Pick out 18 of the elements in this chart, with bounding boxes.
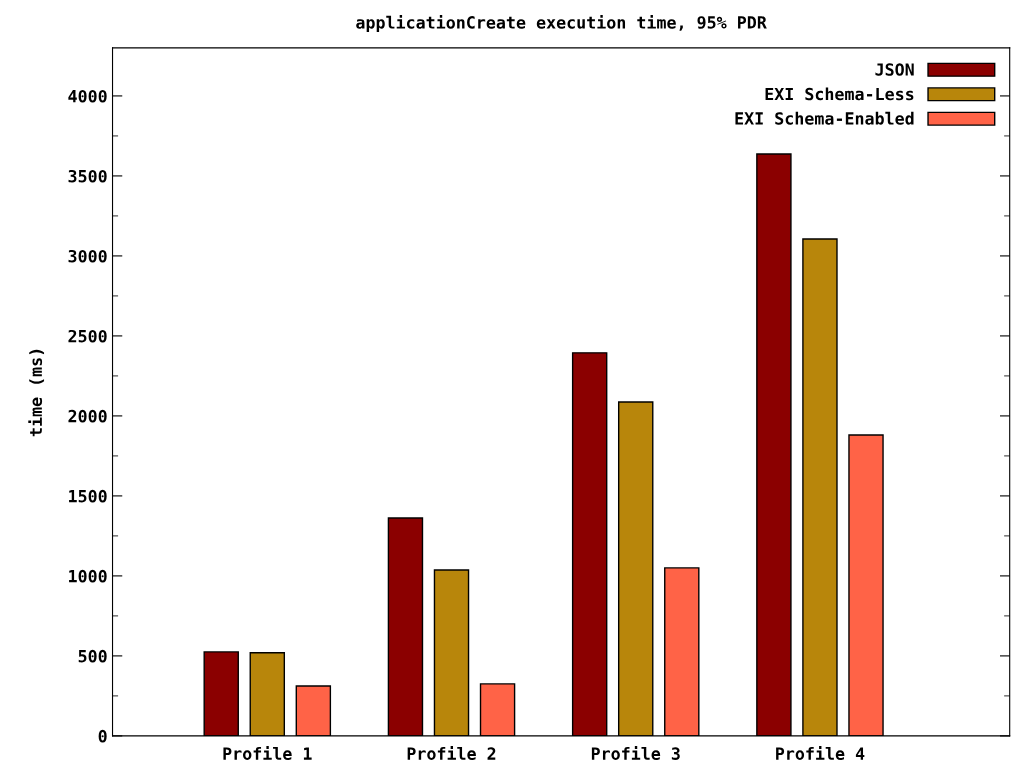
legend-label: EXI Schema-Less	[765, 87, 914, 101]
y-tick-label: 1000	[69, 569, 107, 583]
y-axis-title: time (ms)	[28, 349, 45, 437]
legend-label: JSON	[875, 63, 914, 76]
y-tick-label: 2000	[68, 409, 107, 423]
x-tick-label: Profile 3	[591, 746, 680, 760]
y-tick-label: 2500	[68, 329, 107, 343]
chart-title: applicationCreate execution time, 95% PDR	[356, 14, 767, 32]
y-tick-label: 3000	[68, 249, 107, 263]
y-tick-label: 1500	[69, 489, 107, 503]
y-tick-label: 0	[98, 729, 107, 743]
y-tick-label: 500	[78, 649, 107, 663]
x-tick-label: Profile 4	[776, 746, 865, 760]
x-tick-label: Profile 2	[407, 746, 496, 760]
y-tick-label: 4000	[68, 89, 107, 103]
x-tick-label: Profile 1	[223, 746, 312, 760]
y-tick-label: 3500	[68, 169, 107, 183]
legend-label: EXI Schema-Enabled	[735, 111, 914, 125]
